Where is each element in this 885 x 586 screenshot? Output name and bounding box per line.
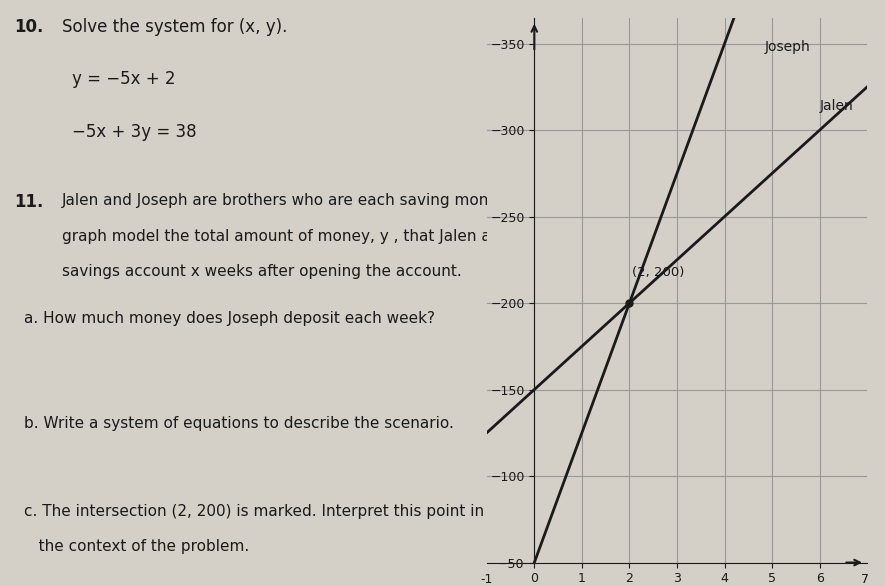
- Text: −5x + 3y = 38: −5x + 3y = 38: [72, 123, 196, 141]
- Text: savings account x weeks after opening the account.: savings account x weeks after opening th…: [62, 264, 462, 279]
- Text: Jalen and Joseph are brothers who are each saving money for a car. The two lines: Jalen and Joseph are brothers who are ea…: [62, 193, 796, 209]
- Text: Solve the system for (x, y).: Solve the system for (x, y).: [62, 18, 288, 36]
- Text: a. How much money does Joseph deposit each week?: a. How much money does Joseph deposit ea…: [24, 311, 435, 326]
- Text: -1: -1: [481, 573, 493, 586]
- Text: c. The intersection (2, 200) is marked. Interpret this point in: c. The intersection (2, 200) is marked. …: [24, 504, 484, 519]
- Text: 11.: 11.: [14, 193, 43, 212]
- Text: (2, 200): (2, 200): [632, 266, 684, 279]
- Text: b. Write a system of equations to describe the scenario.: b. Write a system of equations to descri…: [24, 416, 454, 431]
- Text: Jalen: Jalen: [820, 99, 853, 113]
- Text: graph model the total amount of money, y , that Jalen and Joseph each have depos: graph model the total amount of money, y…: [62, 229, 805, 244]
- Text: 7: 7: [861, 573, 869, 586]
- Text: y = −5x + 2: y = −5x + 2: [72, 70, 175, 88]
- Text: 10.: 10.: [14, 18, 43, 36]
- Text: Joseph: Joseph: [765, 40, 811, 54]
- Text: the context of the problem.: the context of the problem.: [24, 539, 250, 554]
